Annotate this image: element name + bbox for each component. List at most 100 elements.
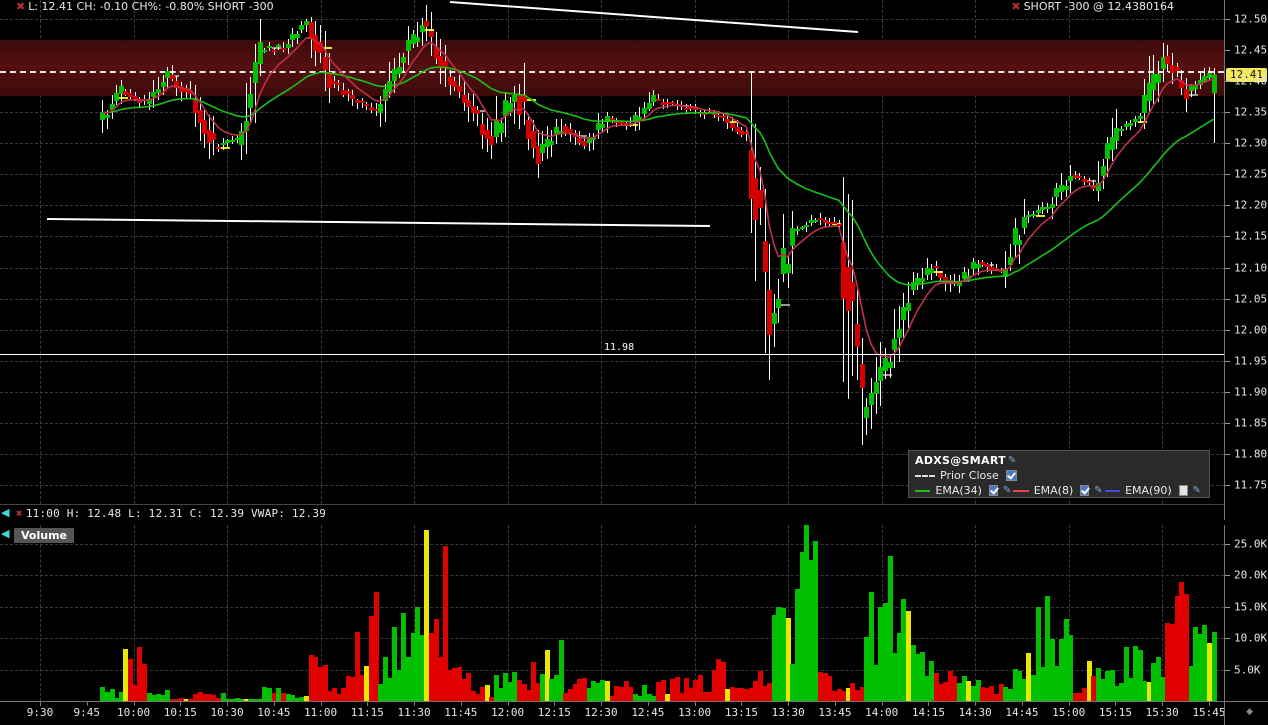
legend-prior-close-row[interactable]: Prior Close xyxy=(915,468,1203,483)
indicator-swatch-icon xyxy=(915,489,931,492)
volume-bar xyxy=(1189,665,1194,701)
order-marker xyxy=(629,124,638,126)
time-axis-tick xyxy=(227,702,229,706)
volume-bar xyxy=(878,606,883,701)
candle-body xyxy=(508,102,513,112)
order-marker xyxy=(272,47,281,50)
volume-bar xyxy=(647,693,652,701)
indicator-checkbox[interactable] xyxy=(1178,485,1188,496)
indicator-checkbox[interactable] xyxy=(1080,485,1090,496)
indicator-edit-pencil-icon[interactable]: ✎ xyxy=(1094,485,1103,496)
price-axis-label: 12.30 xyxy=(1234,136,1268,150)
volume-bar xyxy=(156,693,161,701)
volume-bar xyxy=(637,695,642,701)
volume-bar xyxy=(1184,594,1189,701)
volume-bar xyxy=(105,692,110,701)
panel-collapse-icon-price[interactable]: ◀ xyxy=(1,506,10,519)
candle-body xyxy=(730,123,735,128)
candle-body xyxy=(434,46,439,59)
candle-body xyxy=(1193,84,1198,90)
volume-bar xyxy=(452,668,457,701)
support-price-label: 11.98 xyxy=(604,342,635,353)
candle-body xyxy=(1022,216,1027,229)
candle-body xyxy=(392,69,397,81)
candle-wick xyxy=(834,217,835,226)
time-axis-tick xyxy=(1068,702,1070,706)
candle-body xyxy=(647,102,652,109)
time-axis-tick xyxy=(86,702,88,706)
candle-body xyxy=(1087,180,1092,183)
volume-bar xyxy=(193,693,198,701)
price-axis-label: 12.10 xyxy=(1234,261,1268,275)
candle-body xyxy=(971,262,976,270)
volume-bar xyxy=(179,698,184,701)
candle-body xyxy=(716,115,721,118)
candle-body xyxy=(957,281,962,287)
price-axis-label: 11.75 xyxy=(1234,478,1268,492)
volume-bar xyxy=(776,606,781,701)
volume-bar xyxy=(642,684,647,701)
candle-body xyxy=(721,116,726,119)
status-close-icon[interactable]: ✖ xyxy=(16,507,23,520)
volume-bar xyxy=(137,647,142,701)
price-axis-tick xyxy=(1225,80,1230,82)
trendline-descending-resistance[interactable] xyxy=(449,1,859,33)
position-info-bar: ✖ SHORT -300 @ 12.4380164 xyxy=(1011,0,1174,14)
indicator-swatch-icon xyxy=(1104,489,1121,492)
price-axis[interactable]: 12.41 12.50 12.45 12.40 12.35 12.30 12.25 12.2… xyxy=(1224,0,1268,520)
panel-collapse-icon-volume[interactable]: ◀ xyxy=(1,527,10,540)
candle-body xyxy=(184,87,189,93)
volume-bar xyxy=(327,690,332,701)
candle-body xyxy=(1050,204,1055,208)
candle-body xyxy=(462,94,467,103)
volume-bar xyxy=(429,632,434,701)
candle-body xyxy=(475,109,480,115)
volume-bar xyxy=(438,656,443,701)
candle-body xyxy=(837,223,842,227)
close-icon[interactable]: ✖ xyxy=(16,0,26,13)
volume-bar xyxy=(721,661,726,701)
ema34-line xyxy=(102,66,1215,286)
volume-bar xyxy=(1091,676,1096,701)
volume-bar xyxy=(133,684,138,701)
candle-body xyxy=(503,99,508,116)
candle-body xyxy=(448,76,453,85)
indicator-edit-pencil-icon[interactable]: ✎ xyxy=(1002,485,1012,496)
volume-bar xyxy=(1170,624,1175,701)
candle-body xyxy=(156,89,161,94)
candle-body xyxy=(832,222,837,225)
candle-body xyxy=(712,113,717,116)
volume-bar xyxy=(531,661,536,701)
candle-body xyxy=(443,61,448,68)
candle-body xyxy=(466,100,471,108)
grid-line-vertical xyxy=(694,525,696,701)
candle-body xyxy=(763,240,768,273)
prior-close-checkbox[interactable] xyxy=(1005,470,1017,481)
candle-body xyxy=(1073,174,1078,178)
legend-ema-row[interactable]: EMA(34) ✎ EMA(8) ✎ EMA(90) ✎ xyxy=(915,483,1203,498)
candle-body xyxy=(309,22,314,39)
candle-body xyxy=(1082,179,1087,182)
candle-wick xyxy=(1093,179,1094,191)
volume-bar xyxy=(827,675,832,701)
axis-resize-handle-icon[interactable]: ◆ xyxy=(1246,707,1253,717)
time-axis-label: 15:15 xyxy=(1098,706,1133,719)
indicator-edit-pencil-icon[interactable]: ✎ xyxy=(1192,485,1201,496)
volume-bar xyxy=(999,683,1004,701)
candle-body xyxy=(925,267,930,276)
position-close-icon[interactable]: ✖ xyxy=(1011,0,1021,13)
indicator-checkbox[interactable] xyxy=(988,485,998,496)
volume-chart-panel[interactable]: Volume ◀ xyxy=(0,525,1224,701)
indicator-legend[interactable]: ADXS@SMART ✎ Prior Close EMA(34) ✎ EMA(8) ✎… xyxy=(908,450,1210,498)
time-axis-tick xyxy=(1021,702,1023,706)
edit-pencil-icon[interactable]: ✎ xyxy=(1007,455,1017,466)
trendline-horizontal-support[interactable] xyxy=(46,218,711,227)
volume-bar xyxy=(216,698,221,701)
candle-body xyxy=(813,220,818,223)
volume-bar xyxy=(165,689,170,701)
support-price-line[interactable] xyxy=(0,354,1224,355)
volume-bar xyxy=(804,525,809,701)
price-chart-panel[interactable]: 11.98 ✖ L: 12.41 CH: -0.10 CH%: -0.80% SH… xyxy=(0,0,1224,504)
volume-bar xyxy=(901,598,906,701)
volume-bar xyxy=(925,676,930,701)
